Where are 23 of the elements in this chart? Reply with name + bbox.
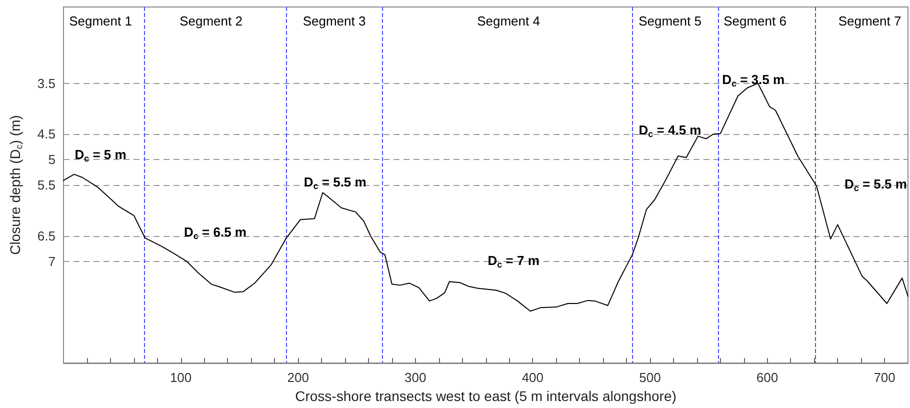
x-axis-title: Cross-shore transects west to east (5 m intervals alongshore) (295, 388, 676, 404)
y-tick-label: 5.5 (37, 178, 56, 192)
annotation: Segment 6 (724, 14, 786, 29)
x-tick-label: 500 (639, 370, 661, 385)
x-tick-label: 400 (522, 370, 544, 385)
line-series (63, 82, 908, 312)
y-tick-label: 7 (48, 254, 56, 269)
annotation: Segment 5 (638, 14, 702, 29)
x-tick-label: 100 (170, 370, 192, 385)
x-tick-label: 300 (404, 370, 426, 385)
y-axis-title: Closure depth (Dc) (m) (7, 115, 24, 255)
annotation: Segment 3 (302, 14, 366, 29)
annotation: Segment 7 (838, 14, 902, 29)
y-tick-label: 6.5 (37, 228, 56, 244)
y-tick-label: 5 (48, 152, 56, 168)
x-tick-label: 600 (756, 370, 778, 385)
annotation: Segment 1 (69, 14, 132, 29)
x-tick-label: 700 (874, 370, 896, 385)
annotation: Segment 4 (477, 14, 540, 29)
annotation: Segment 2 (180, 14, 242, 29)
y-tick-label: 3.5 (37, 76, 56, 91)
x-tick-label: 200 (287, 370, 309, 385)
y-tick-label: 4.5 (37, 126, 56, 142)
